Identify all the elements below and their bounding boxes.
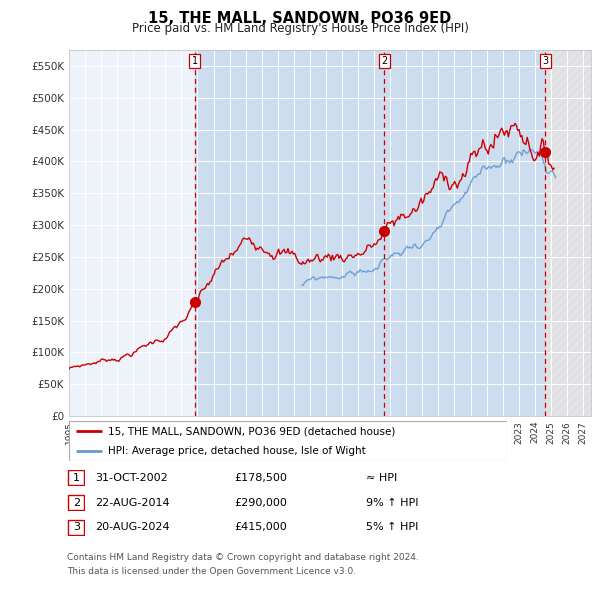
Text: HPI: Average price, detached house, Isle of Wight: HPI: Average price, detached house, Isle… — [109, 447, 366, 456]
FancyBboxPatch shape — [68, 520, 85, 535]
Text: 5% ↑ HPI: 5% ↑ HPI — [366, 523, 418, 532]
Text: 1: 1 — [73, 473, 80, 483]
Text: ≈ HPI: ≈ HPI — [366, 473, 397, 483]
Text: 20-AUG-2024: 20-AUG-2024 — [95, 523, 169, 532]
Text: Contains HM Land Registry data © Crown copyright and database right 2024.
This d: Contains HM Land Registry data © Crown c… — [67, 553, 419, 576]
Text: 3: 3 — [73, 523, 80, 532]
FancyBboxPatch shape — [68, 495, 85, 510]
Text: 2: 2 — [73, 498, 80, 507]
Text: £415,000: £415,000 — [234, 523, 287, 532]
Text: 15, THE MALL, SANDOWN, PO36 9ED (detached house): 15, THE MALL, SANDOWN, PO36 9ED (detache… — [109, 427, 396, 436]
Text: 9% ↑ HPI: 9% ↑ HPI — [366, 498, 419, 507]
Text: 2: 2 — [382, 56, 388, 66]
Text: 15, THE MALL, SANDOWN, PO36 9ED: 15, THE MALL, SANDOWN, PO36 9ED — [148, 11, 452, 25]
Text: Price paid vs. HM Land Registry's House Price Index (HPI): Price paid vs. HM Land Registry's House … — [131, 22, 469, 35]
FancyBboxPatch shape — [69, 421, 507, 461]
Text: 31-OCT-2002: 31-OCT-2002 — [95, 473, 167, 483]
Bar — [195, 50, 545, 416]
Bar — [545, 50, 591, 416]
Text: 22-AUG-2014: 22-AUG-2014 — [95, 498, 169, 507]
Text: 1: 1 — [191, 56, 198, 66]
Text: £178,500: £178,500 — [234, 473, 287, 483]
Text: 3: 3 — [542, 56, 548, 66]
Text: £290,000: £290,000 — [234, 498, 287, 507]
FancyBboxPatch shape — [68, 470, 85, 486]
